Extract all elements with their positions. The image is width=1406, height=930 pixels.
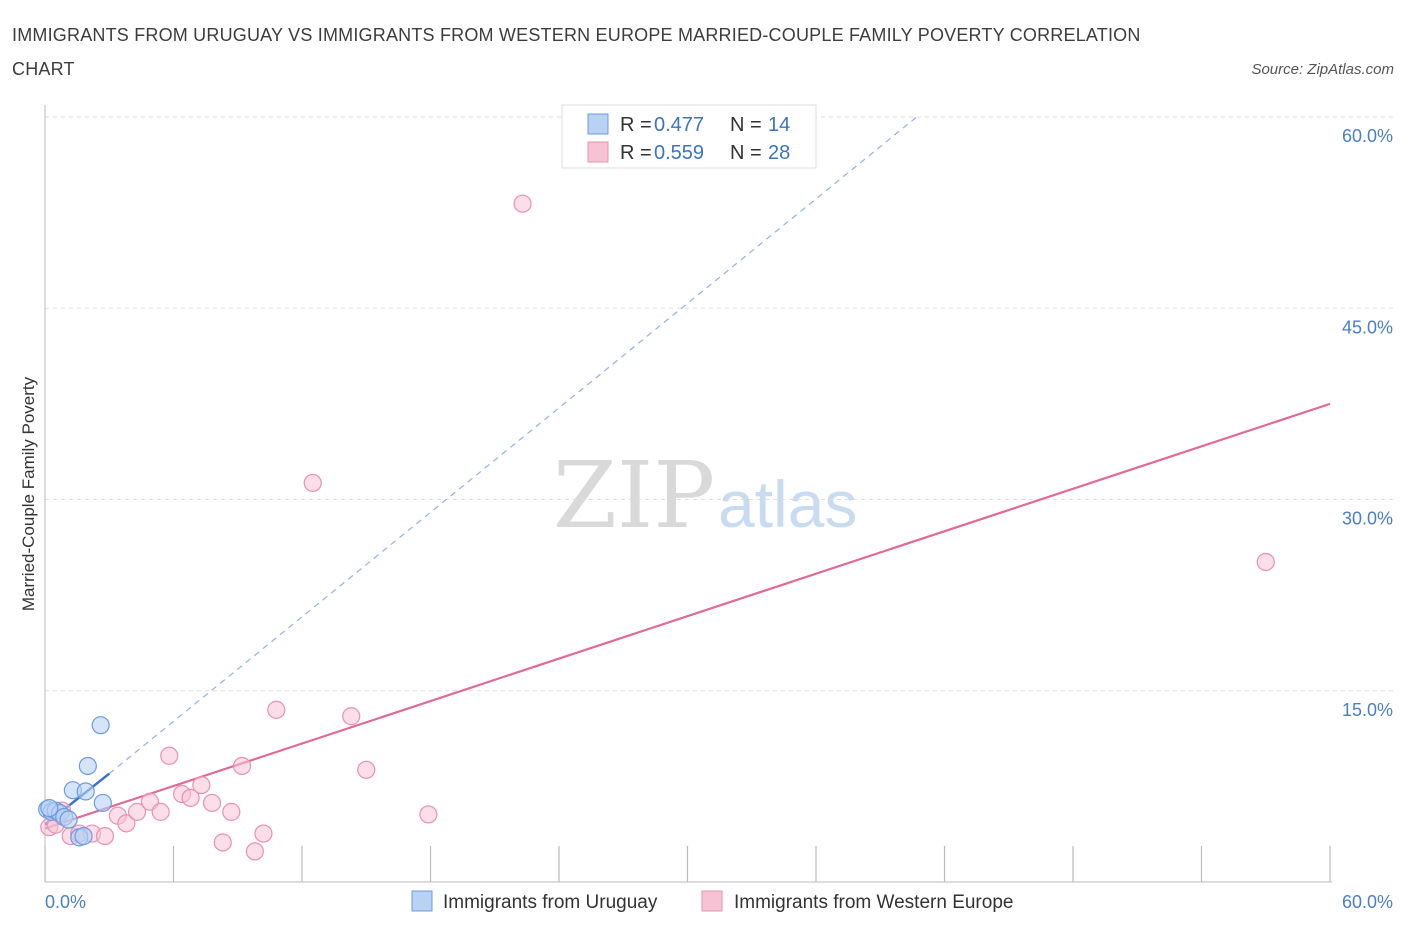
correlation-legend: R = 0.477 N = 14 R = 0.559 N = 28 — [561, 104, 817, 169]
point-uruguay — [78, 756, 97, 776]
chart-title: IMMIGRANTS FROM URUGUAY VS IMMIGRANTS FR… — [12, 25, 1141, 79]
y-axis-label: Married-Couple Family Poverty — [19, 376, 38, 611]
legend-swatch-uruguay — [587, 113, 609, 135]
legend-n-label-uruguay: N = — [730, 114, 762, 136]
legend-swatch-western-europe — [587, 141, 609, 163]
y-tick-label: 15.0% — [1342, 700, 1393, 720]
trend-line-western-europe — [44, 402, 1331, 830]
point-western-europe — [213, 833, 232, 852]
series-legend-swatch-western-europe — [701, 890, 723, 912]
series-legend-label-western-europe: Immigrants from Western Europe — [734, 892, 1013, 913]
point-uruguay — [93, 793, 112, 813]
series-legend-swatch-uruguay — [411, 890, 433, 912]
y-tick-label: 30.0% — [1342, 509, 1393, 529]
point-uruguay — [74, 826, 93, 846]
point-uruguay — [76, 782, 95, 801]
chart-source: Source: ZipAtlas.com — [1251, 61, 1394, 78]
point-uruguay — [40, 798, 59, 818]
legend-r-value-uruguay: 0.477 — [654, 114, 704, 136]
point-western-europe — [160, 746, 179, 765]
legend-n-label-western-europe: N = — [730, 142, 762, 164]
point-uruguay — [59, 810, 78, 829]
point-western-europe — [151, 802, 170, 821]
series-legend-label-uruguay: Immigrants from Uruguay — [443, 892, 658, 913]
legend-r-value-western-europe: 0.559 — [654, 142, 704, 164]
trend-line-uruguay-extended — [108, 116, 918, 775]
point-western-europe — [513, 194, 532, 213]
y-tick-label: 60.0% — [1342, 126, 1393, 146]
point-western-europe — [222, 802, 241, 821]
point-western-europe — [95, 826, 115, 846]
watermark-zip: ZIP — [553, 442, 715, 549]
legend-r-label-western-europe: R = — [620, 142, 652, 164]
point-western-europe — [117, 814, 136, 833]
point-uruguay — [91, 716, 110, 735]
point-western-europe — [1256, 552, 1275, 572]
series-legend: Immigrants from Uruguay Immigrants from … — [411, 890, 1013, 913]
point-western-europe — [267, 700, 286, 719]
legend-r-label-uruguay: R = — [620, 114, 652, 136]
watermark-atlas: atlas — [718, 467, 857, 541]
legend-n-value-western-europe: 28 — [768, 142, 790, 164]
axes: 15.0% 30.0% 45.0% 60.0% 0.0% 60.0% — [44, 105, 1393, 912]
point-western-europe — [202, 793, 222, 813]
point-western-europe — [192, 775, 211, 795]
data-points — [38, 194, 1275, 861]
point-western-europe — [127, 802, 147, 821]
x-tick-label: 0.0% — [45, 892, 86, 912]
point-western-europe — [342, 707, 361, 726]
point-western-europe — [419, 805, 438, 824]
point-western-europe — [254, 824, 273, 843]
point-western-europe — [232, 756, 252, 776]
x-tick-label: 60.0% — [1342, 892, 1393, 912]
y-tick-label: 45.0% — [1342, 317, 1393, 337]
point-western-europe — [245, 842, 264, 861]
point-western-europe — [303, 473, 322, 493]
point-western-europe — [357, 760, 376, 779]
point-western-europe — [181, 788, 200, 807]
legend-n-value-uruguay: 14 — [768, 114, 790, 136]
